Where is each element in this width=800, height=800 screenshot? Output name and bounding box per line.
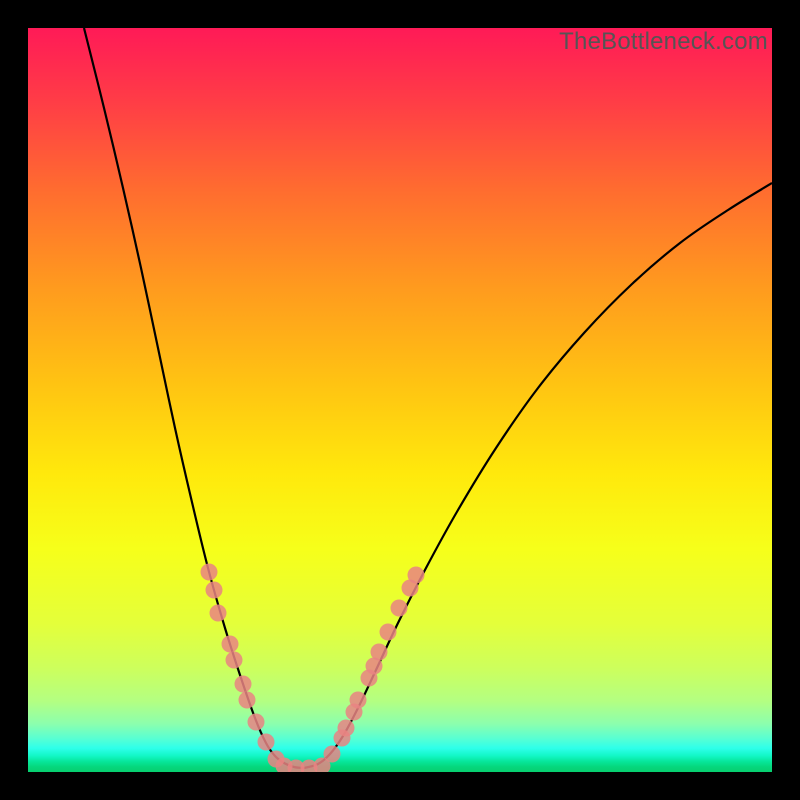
plot-area: TheBottleneck.com bbox=[28, 28, 772, 772]
scatter-point bbox=[258, 734, 275, 751]
scatter-point bbox=[380, 624, 397, 641]
scatter-point bbox=[222, 636, 239, 653]
curve-layer bbox=[28, 28, 772, 772]
scatter-point bbox=[248, 714, 265, 731]
scatter-point bbox=[210, 605, 227, 622]
scatter-point bbox=[201, 564, 218, 581]
scatter-point bbox=[239, 692, 256, 709]
scatter-point bbox=[350, 692, 367, 709]
scatter-point bbox=[226, 652, 243, 669]
bottleneck-curve-left bbox=[84, 28, 304, 768]
chart-frame: TheBottleneck.com bbox=[0, 0, 800, 800]
scatter-point bbox=[235, 676, 252, 693]
scatter-point bbox=[408, 567, 425, 584]
scatter-point bbox=[206, 582, 223, 599]
scatter-markers bbox=[201, 564, 425, 773]
scatter-point bbox=[391, 600, 408, 617]
scatter-point bbox=[324, 746, 341, 763]
scatter-point bbox=[338, 720, 355, 737]
scatter-point bbox=[371, 644, 388, 661]
